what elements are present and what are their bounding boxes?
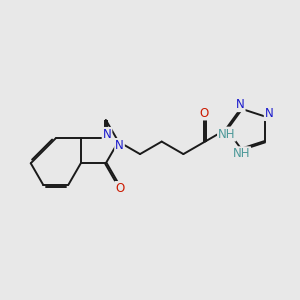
Text: N: N <box>115 139 124 152</box>
Text: O: O <box>115 182 124 195</box>
Text: NH: NH <box>218 128 236 141</box>
Text: N: N <box>103 128 111 141</box>
Text: N: N <box>265 107 273 120</box>
Text: O: O <box>199 106 208 119</box>
Text: N: N <box>236 98 244 111</box>
Text: NH: NH <box>233 147 250 160</box>
